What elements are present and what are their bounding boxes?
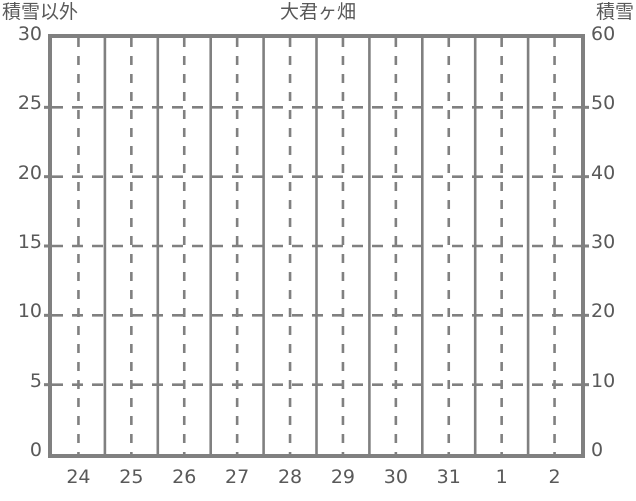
y-axis-right-tick: 40 xyxy=(591,161,616,184)
y-axis-right-tick: 10 xyxy=(591,369,616,392)
x-axis-tick: 26 xyxy=(172,466,197,488)
x-axis-labels: 24 25 26 27 28 29 30 31 1 2 xyxy=(48,466,585,492)
y-axis-left-tick: 10 xyxy=(17,300,42,323)
y-axis-left-labels: 30 25 20 15 10 5 0 xyxy=(0,25,42,461)
x-axis-tick: 27 xyxy=(225,466,250,488)
y-axis-right-tick: 50 xyxy=(591,92,616,115)
plot-area xyxy=(48,34,585,458)
y-axis-right-tick: 0 xyxy=(591,439,604,461)
left-axis-title: 積雪以外 xyxy=(2,1,79,23)
y-axis-right-tick: 30 xyxy=(591,231,616,253)
x-axis-tick: 28 xyxy=(277,466,303,488)
x-axis-tick: 25 xyxy=(119,466,144,488)
y-axis-right-tick: 20 xyxy=(591,300,616,323)
y-axis-left-tick: 25 xyxy=(17,92,42,115)
y-axis-right-tick: 60 xyxy=(591,23,616,45)
y-axis-left-tick: 5 xyxy=(29,369,42,392)
x-axis-tick: 30 xyxy=(383,466,408,488)
y-axis-left-tick: 15 xyxy=(17,231,42,253)
x-axis-tick: 31 xyxy=(436,466,461,488)
y-axis-left-tick: 20 xyxy=(17,161,42,184)
plot-gridlines xyxy=(52,38,581,454)
grid-horizontal xyxy=(52,106,581,386)
y-axis-left-tick: 30 xyxy=(17,23,42,45)
x-axis-tick: 2 xyxy=(548,466,561,488)
chart-title: 大君ヶ畑 xyxy=(279,1,356,23)
y-axis-right-labels: 60 50 40 30 20 10 0 xyxy=(591,25,636,461)
y-axis-left-tick: 0 xyxy=(29,439,42,461)
x-axis-tick: 29 xyxy=(330,466,356,488)
right-axis-title: 積雪 xyxy=(595,1,634,23)
x-axis-tick: 24 xyxy=(66,466,91,488)
x-axis-tick: 1 xyxy=(495,466,508,488)
